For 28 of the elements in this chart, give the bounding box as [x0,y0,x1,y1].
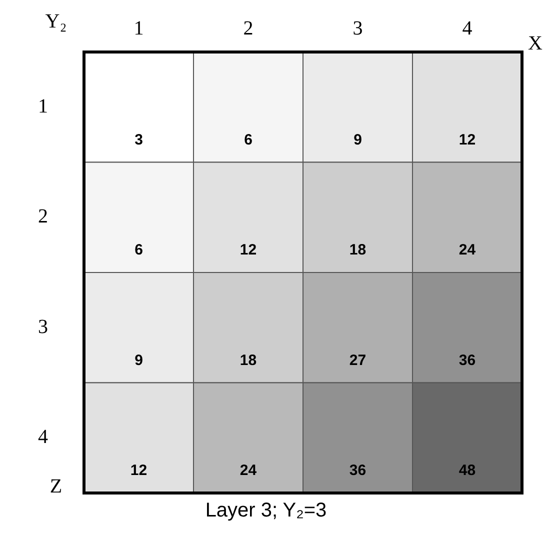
data-label: 3 [134,131,143,148]
data-label: 48 [458,462,476,480]
data-label: 36 [349,462,366,480]
data-label: 12 [130,462,148,480]
data-label: 18 [349,242,366,259]
x-tick-label: 2 [243,17,254,40]
y-axis-title: Z [50,475,62,498]
x-tick-label: 3 [352,17,363,40]
y-tick-label: 1 [38,95,48,118]
y-tick-label: 4 [38,426,48,448]
y-tick-label: 3 [38,316,48,338]
y-tick-label: 2 [38,206,48,228]
x-axis-title: X [528,32,543,54]
x-tick-label: 4 [462,17,472,40]
data-label: 27 [349,352,366,369]
data-label: 24 [458,242,476,259]
data-label: 24 [240,462,258,480]
data-label: 12 [458,131,476,148]
x-tick-label: 1 [134,17,144,40]
data-label: 18 [240,352,257,369]
data-label: 6 [134,242,143,259]
data-label: 12 [240,242,257,259]
data-label: 9 [134,352,143,369]
data-label: 36 [458,352,476,369]
data-label: 9 [354,131,362,148]
text: Y₂ [45,10,67,32]
data-label: 6 [244,131,252,148]
text: Layer 3; Y₂=3 [205,500,327,522]
